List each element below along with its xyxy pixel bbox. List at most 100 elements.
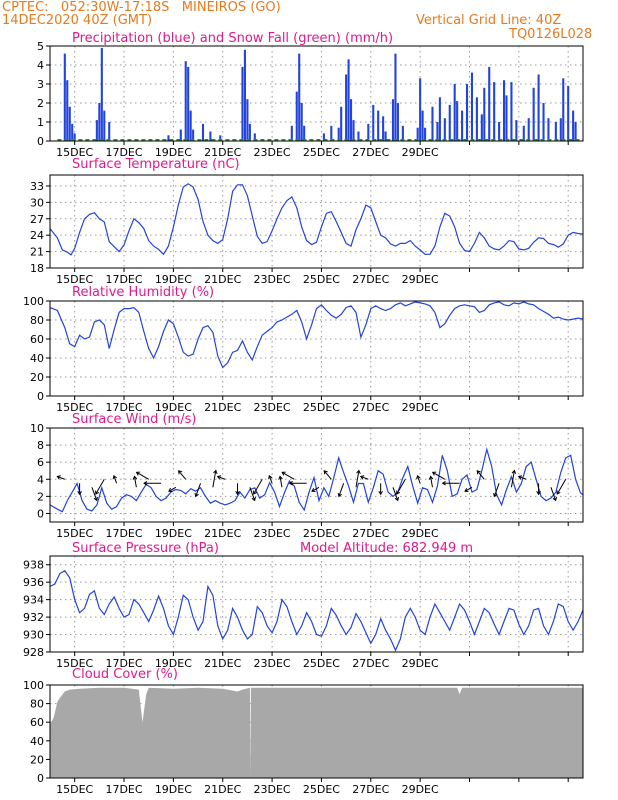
- series-line: [49, 183, 584, 256]
- x-tick-label: 15DEC: [56, 146, 93, 159]
- precip-bar: [419, 78, 422, 141]
- wind-arrow-head: [536, 491, 541, 496]
- wind-arrow-head: [251, 496, 256, 502]
- y-tick-label: 33: [30, 180, 44, 193]
- precip-bar: [498, 122, 501, 141]
- wind-arrow: [416, 475, 421, 484]
- precip-bar: [187, 66, 190, 141]
- x-tick-label: 29DEC: [402, 401, 439, 414]
- precip-bar: [63, 53, 66, 141]
- panel-subtitle: Model Altitude: 682.949 m: [300, 541, 473, 556]
- precip-bar: [502, 80, 506, 141]
- y-tick-label: 80: [30, 698, 44, 711]
- x-tick-label: 19DEC: [155, 657, 192, 670]
- x-tick-label: 27DEC: [352, 273, 389, 286]
- precip-bar: [201, 123, 205, 141]
- y-tick-label: 930: [23, 629, 44, 642]
- x-tick-label: 29DEC: [402, 783, 439, 796]
- y-tick-label: 20: [30, 371, 44, 384]
- wind-arrow: [91, 487, 98, 501]
- precip-bar: [483, 87, 486, 141]
- y-tick-label: 24: [30, 229, 44, 242]
- y-tick-label: 932: [23, 611, 44, 624]
- x-tick-label: 29DEC: [402, 273, 439, 286]
- wind-arrow: [510, 470, 515, 488]
- wind-arrow-head: [493, 492, 498, 498]
- series-line: [49, 570, 584, 652]
- wind-arrow-head: [464, 487, 469, 492]
- wind-arrow: [95, 479, 105, 495]
- precip-bar: [493, 82, 496, 141]
- wind-arrow-head: [378, 491, 383, 496]
- x-tick-label: 19DEC: [155, 401, 192, 414]
- wind-arrow-head: [396, 490, 401, 495]
- wind-arrow-head: [216, 475, 222, 480]
- y-tick-label: 10: [30, 422, 44, 435]
- precip-bar: [248, 123, 251, 141]
- precip-bar: [253, 133, 256, 141]
- y-tick-label: 934: [23, 594, 44, 607]
- x-tick-label: 19DEC: [155, 527, 192, 540]
- x-tick-label: 27DEC: [352, 783, 389, 796]
- wind-arrow-head: [135, 471, 141, 476]
- x-tick-label: 25DEC: [303, 783, 340, 796]
- precip-bar: [547, 118, 550, 141]
- precip-bar: [562, 78, 565, 141]
- precip-bar: [488, 66, 491, 141]
- precip-bar: [290, 125, 293, 141]
- x-tick-label: 23DEC: [254, 273, 291, 286]
- precip-bar: [219, 135, 222, 141]
- precip-bar: [243, 49, 246, 141]
- precip-bar: [184, 61, 187, 142]
- precip-bar: [436, 122, 439, 141]
- panel-title: Precipitation (blue) and Snow Fall (gree…: [72, 31, 393, 46]
- precip-bar: [572, 110, 575, 141]
- wind-arrow-head: [56, 475, 61, 480]
- wind-arrow-head: [93, 496, 98, 502]
- wind-arrow-head: [132, 475, 138, 480]
- precip-bar: [470, 72, 474, 141]
- wind-arrow-head: [511, 469, 517, 474]
- wind-arrow: [249, 487, 256, 501]
- wind-arrow: [281, 471, 295, 480]
- wind-arrow-head: [268, 474, 273, 480]
- header-code: TQ0126L028: [509, 27, 593, 42]
- x-tick-label: 19DEC: [155, 783, 192, 796]
- precip-bar: [394, 53, 397, 141]
- x-tick-label: 23DEC: [254, 783, 291, 796]
- precip-bar: [401, 125, 404, 141]
- y-tick-label: 20: [30, 753, 44, 766]
- x-tick-label: 19DEC: [155, 146, 192, 159]
- precip-bar: [303, 125, 306, 141]
- wind-arrow-head: [95, 490, 100, 495]
- wind-arrow-head: [517, 475, 523, 480]
- precip-bar: [367, 123, 370, 141]
- panel-frame: [49, 427, 584, 523]
- y-tick-label: 0: [37, 507, 44, 520]
- header-datetime: 14DEC2020 40Z (GMT): [2, 13, 153, 28]
- wind-arrow-head: [278, 475, 283, 480]
- y-tick-label: 8: [37, 439, 44, 452]
- precip-bar: [382, 116, 385, 141]
- y-tick-label: 928: [23, 646, 44, 659]
- precip-bar: [475, 97, 478, 141]
- precip-bar: [66, 80, 69, 141]
- y-tick-label: 4: [37, 473, 44, 486]
- y-tick-label: 18: [30, 262, 44, 275]
- precip-bar: [241, 66, 244, 141]
- precip-bar: [340, 106, 343, 141]
- x-tick-label: 17DEC: [105, 783, 142, 796]
- precip-bar: [567, 85, 570, 141]
- y-tick-label: 4: [37, 59, 44, 72]
- precip-bar: [527, 118, 530, 141]
- precip-bar: [73, 133, 76, 141]
- wind-arrow: [212, 470, 217, 488]
- wind-arrow-head: [476, 470, 481, 475]
- header-grid-note: Vertical Grid Line: 40Z: [416, 13, 562, 28]
- wind-arrow: [338, 483, 345, 497]
- x-tick-label: 19DEC: [155, 273, 192, 286]
- y-tick-label: 1: [37, 116, 44, 129]
- panel-frame: [49, 45, 584, 142]
- wind-arrow-head: [77, 491, 82, 496]
- wind-arrow: [360, 476, 369, 480]
